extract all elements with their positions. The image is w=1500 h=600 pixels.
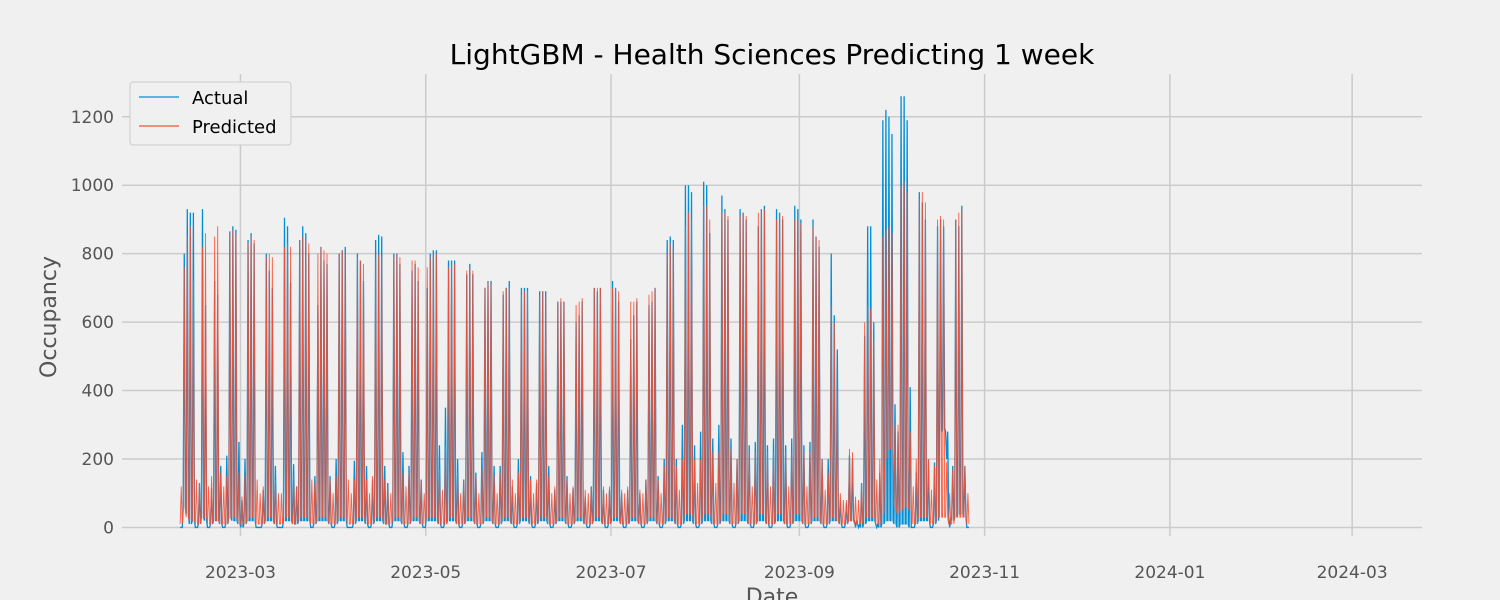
legend-box bbox=[129, 81, 292, 146]
legend: Actual Predicted bbox=[129, 81, 292, 146]
x-tick-label: 2024-03 bbox=[1317, 563, 1388, 583]
series-line-predicted bbox=[179, 181, 970, 525]
tick-labels: 0 200 400 600 800 1000 1200 2023-03 2023-05 2023-… bbox=[71, 108, 1388, 583]
x-axis-label: Date bbox=[746, 585, 799, 600]
y-tick-label: 200 bbox=[82, 450, 114, 470]
y-tick-label: 0 bbox=[103, 518, 114, 538]
x-tick-label: 2023-07 bbox=[576, 563, 647, 583]
x-tick-label: 2023-03 bbox=[205, 563, 276, 583]
y-axis-label: Occupancy bbox=[37, 256, 62, 378]
y-tick-label: 800 bbox=[82, 245, 114, 265]
x-tick-label: 2023-05 bbox=[390, 563, 461, 583]
legend-label-predicted: Predicted bbox=[192, 117, 277, 138]
x-tick-label: 2023-11 bbox=[949, 563, 1020, 583]
y-tick-label: 600 bbox=[82, 313, 114, 333]
chart-title: LightGBM - Health Sciences Predicting 1 … bbox=[450, 38, 1095, 71]
y-tick-label: 1200 bbox=[71, 108, 114, 128]
series-lines bbox=[179, 96, 970, 530]
x-tick-label: 2023-09 bbox=[764, 563, 835, 583]
y-tick-label: 1000 bbox=[71, 176, 114, 196]
x-tick-label: 2024-01 bbox=[1134, 563, 1205, 583]
legend-label-actual: Actual bbox=[192, 88, 248, 109]
y-tick-label: 400 bbox=[82, 382, 114, 402]
